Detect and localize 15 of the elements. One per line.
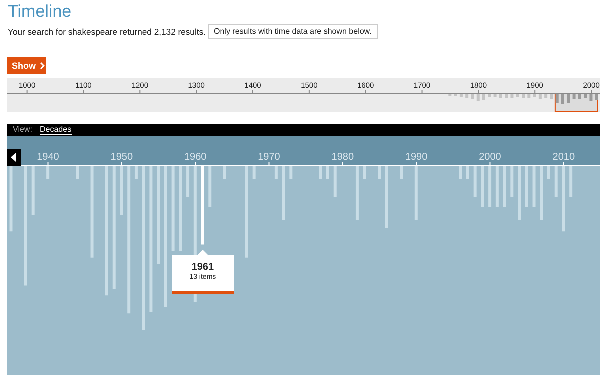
x-tick-label: 2000: [479, 152, 502, 163]
text: Decades: [40, 125, 72, 135]
chart-title: Timeline: [8, 2, 72, 22]
chart-subtitle: Your search for shakespeare returned 2,132 results.: [8, 27, 206, 37]
text: View:: [13, 125, 32, 134]
x-tick-label: 2010: [552, 152, 576, 163]
text: Only results with time data are shown below.: [208, 24, 378, 39]
x-tick-label: 1990: [405, 152, 428, 163]
x-tick-label: 1960: [184, 152, 208, 163]
annotation: 1961: [190, 262, 216, 273]
text: Show: [12, 60, 36, 70]
x-tick-label: 1940: [37, 152, 60, 163]
x-tick-label: 1970: [258, 152, 281, 163]
x-tick-label: 1950: [110, 152, 134, 163]
x-tick-label: 1980: [332, 152, 354, 163]
